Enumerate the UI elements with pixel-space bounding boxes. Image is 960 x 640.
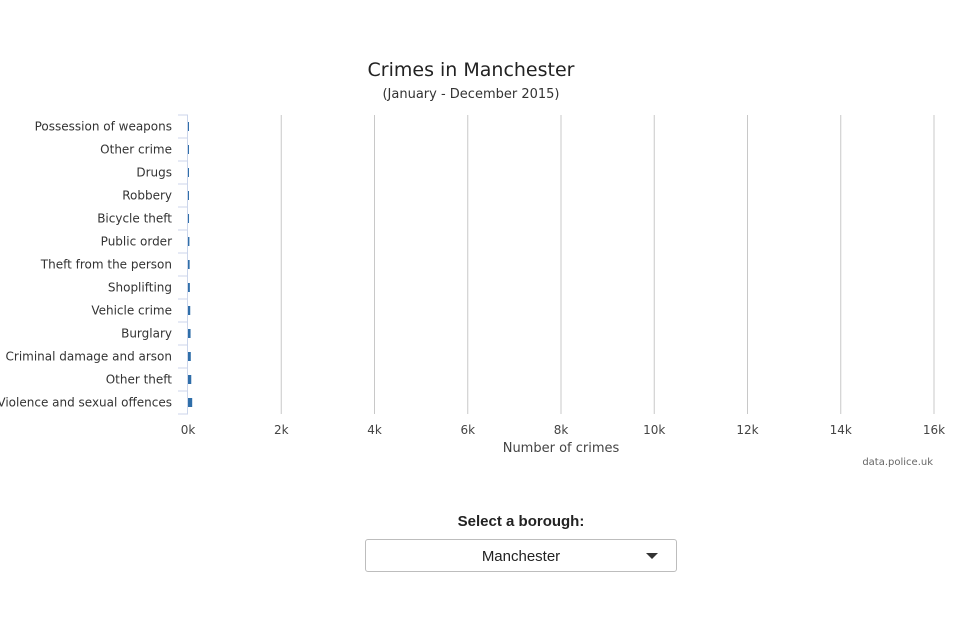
crime-bar-chart: Crimes in Manchester (January - December… xyxy=(0,59,945,468)
category-label: Burglary xyxy=(121,327,172,341)
chart-title: Crimes in Manchester xyxy=(368,59,575,81)
category-label: Other crime xyxy=(100,143,172,157)
category-label: Violence and sexual offences xyxy=(0,396,172,410)
category-label: Other theft xyxy=(106,373,173,387)
category-label: Public order xyxy=(101,235,172,249)
chart-credits: data.police.uk xyxy=(862,457,933,468)
bar[interactable] xyxy=(188,398,193,407)
x-tick-label: 8k xyxy=(554,423,569,437)
category-label: Possession of weapons xyxy=(35,120,172,134)
x-axis-title: Number of crimes xyxy=(503,441,620,456)
category-label: Theft from the person xyxy=(40,258,172,272)
chart-subtitle: (January - December 2015) xyxy=(382,87,559,102)
bar[interactable] xyxy=(188,352,191,361)
x-tick-label: 4k xyxy=(367,423,382,437)
bar[interactable] xyxy=(188,306,191,315)
bars xyxy=(188,122,193,407)
grid-lines xyxy=(280,115,935,414)
bar[interactable] xyxy=(188,329,191,338)
x-tick-label: 16k xyxy=(923,423,945,437)
x-tick-label: 14k xyxy=(830,423,852,437)
bar[interactable] xyxy=(188,214,190,223)
x-tick-label: 6k xyxy=(460,423,475,437)
bar[interactable] xyxy=(188,375,192,384)
bar[interactable] xyxy=(188,168,189,177)
borough-select[interactable]: Manchester xyxy=(365,539,677,572)
caret-down-icon xyxy=(646,553,658,559)
bar[interactable] xyxy=(188,191,189,200)
category-label: Robbery xyxy=(122,189,172,203)
borough-select-label: Select a borough: xyxy=(457,513,585,530)
x-axis-ticks: 0k 2k 4k 6k 8k 10k 12k 14k 16k xyxy=(181,423,945,437)
x-tick-label: 12k xyxy=(736,423,758,437)
category-label: Bicycle theft xyxy=(97,212,172,226)
bar[interactable] xyxy=(188,283,190,292)
x-tick-label: 0k xyxy=(181,423,196,437)
borough-select-value: Manchester xyxy=(481,548,561,565)
category-label: Criminal damage and arson xyxy=(6,350,172,364)
category-labels: Possession of weapons Other crime Drugs Rob… xyxy=(0,114,188,415)
bar[interactable] xyxy=(188,122,189,131)
bar[interactable] xyxy=(188,260,190,269)
category-label: Shoplifting xyxy=(108,281,172,295)
bar[interactable] xyxy=(188,237,190,246)
bar[interactable] xyxy=(188,145,189,154)
x-tick-label: 2k xyxy=(274,423,289,437)
x-tick-label: 10k xyxy=(643,423,665,437)
category-label: Drugs xyxy=(136,166,172,180)
category-label: Vehicle crime xyxy=(91,304,172,318)
